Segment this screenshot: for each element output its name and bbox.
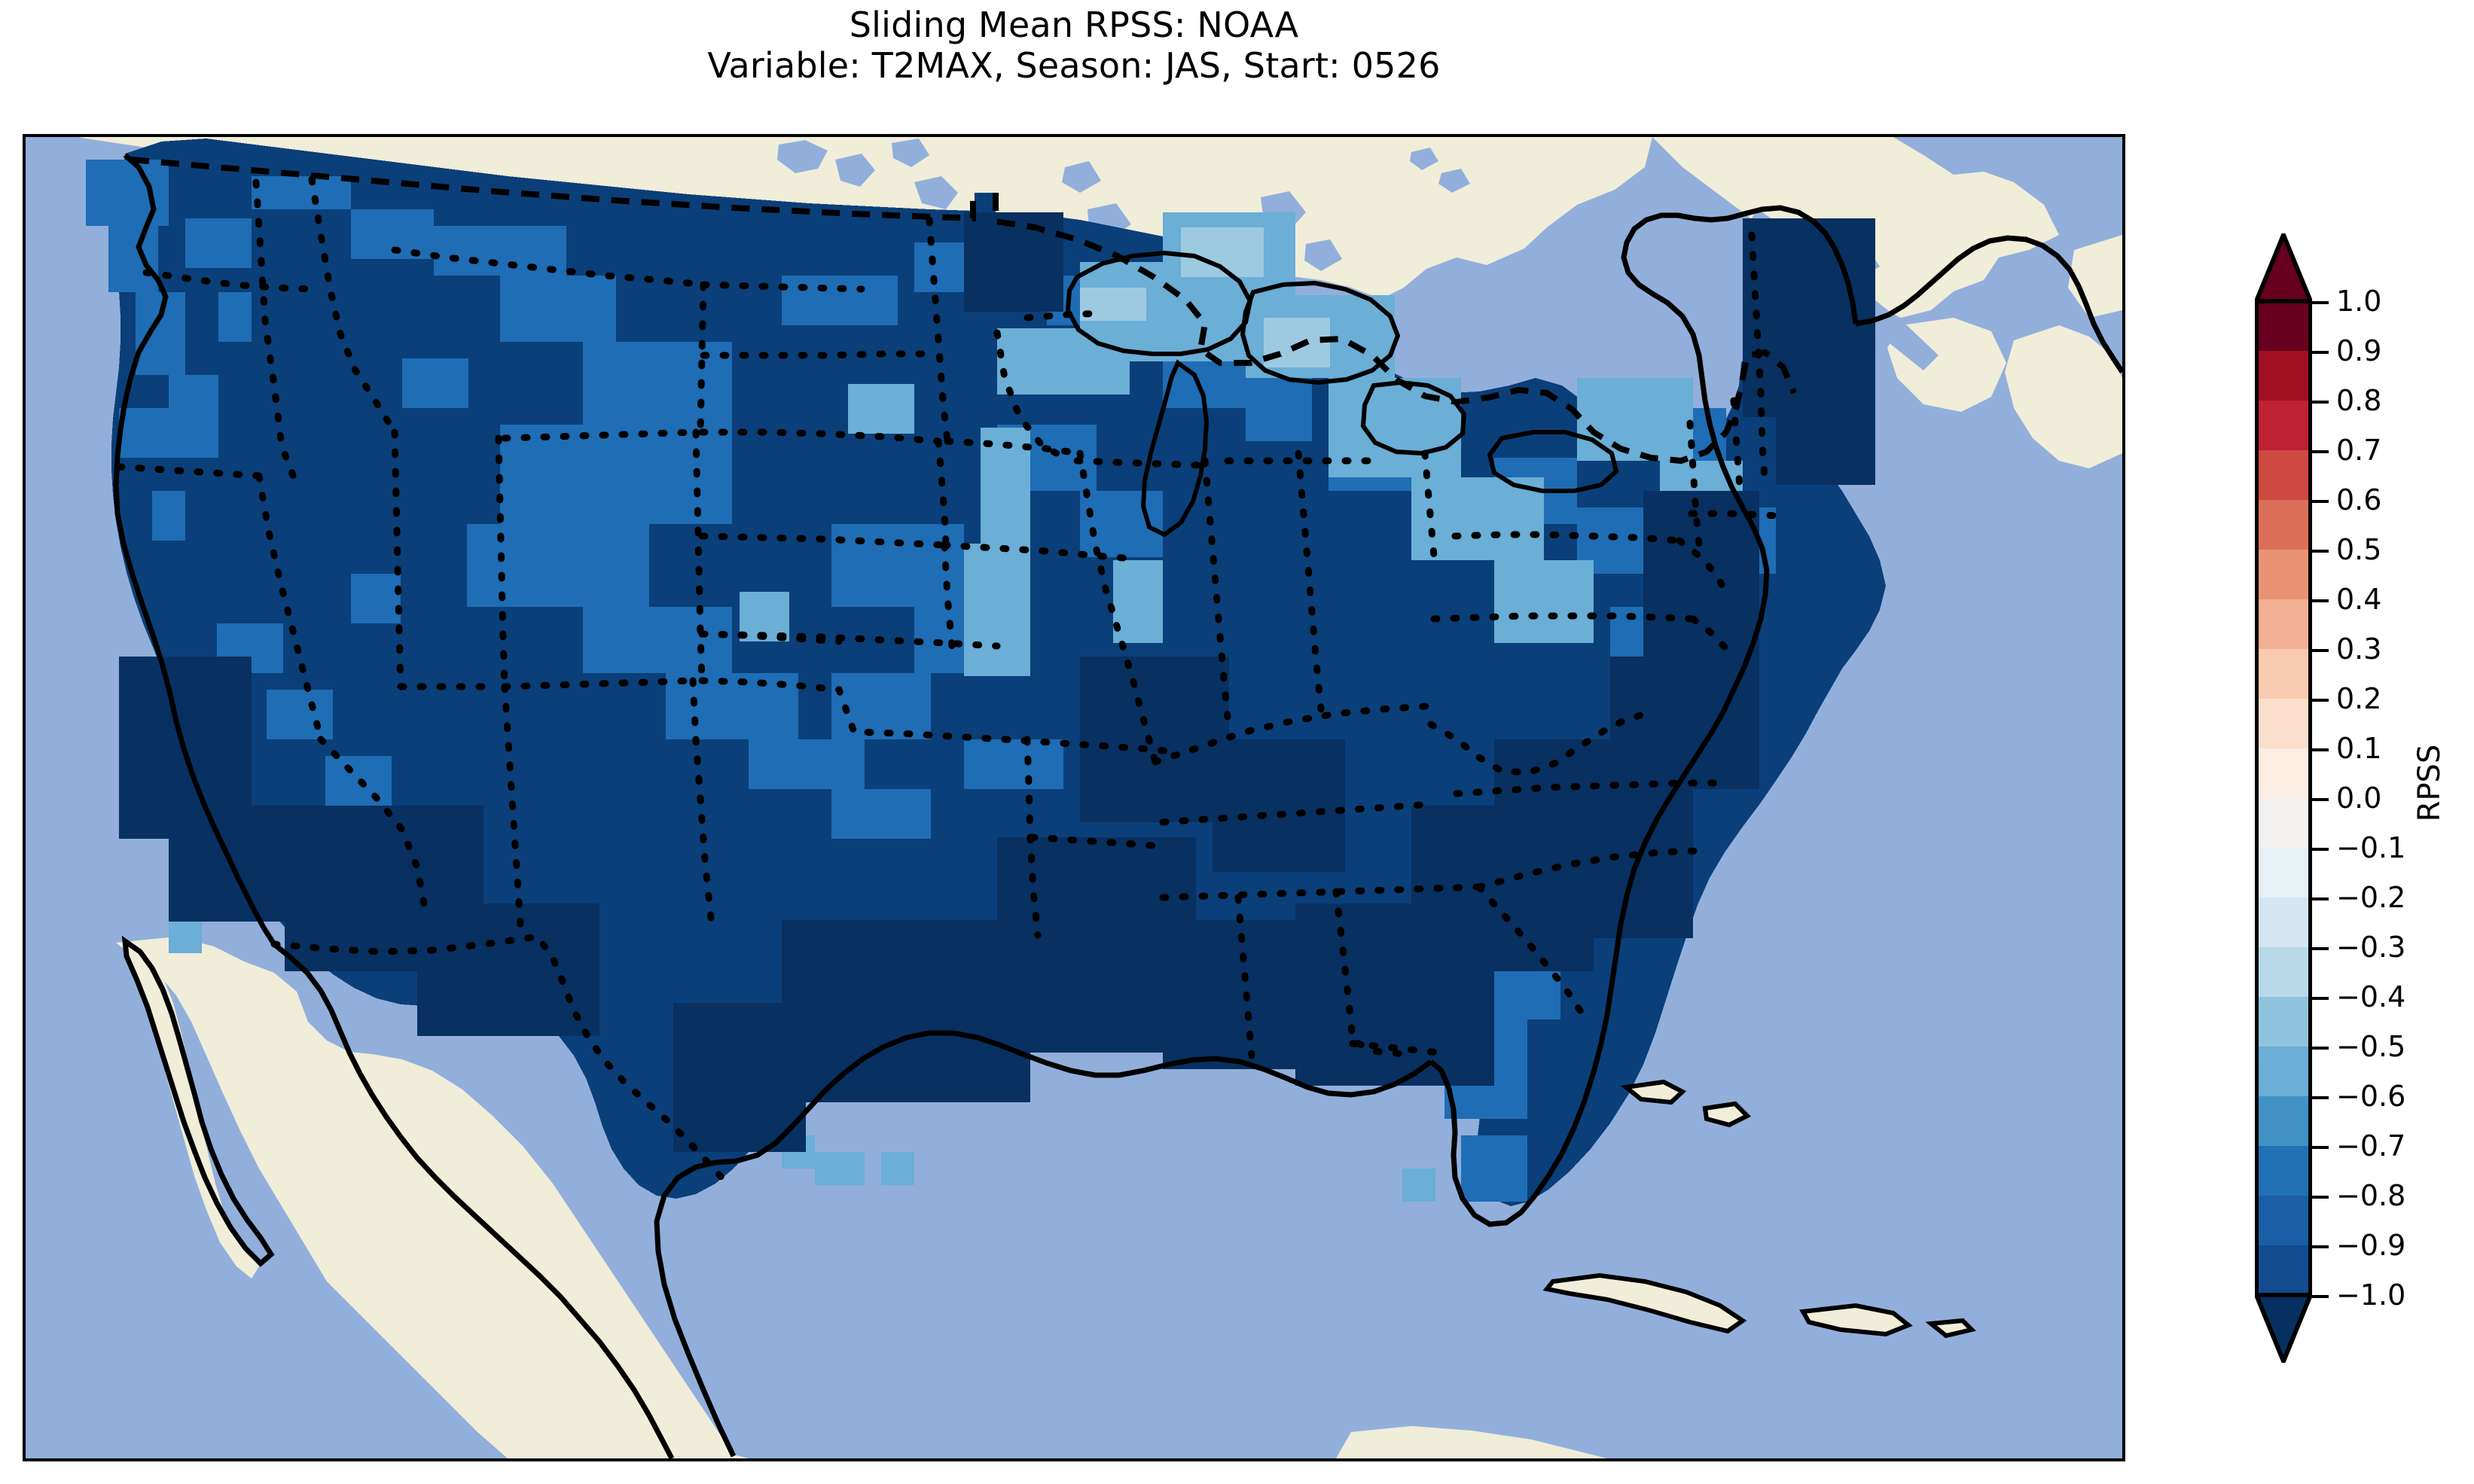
colorbar-band-19 xyxy=(2256,1245,2311,1296)
colorbar-band-16 xyxy=(2256,1096,2311,1147)
colorbar-tick-mark xyxy=(2312,1096,2329,1099)
colorbar-band-13 xyxy=(2256,947,2311,998)
great-lakes-outline xyxy=(1065,250,1619,538)
colorbar-tick-label: −0.9 xyxy=(2336,1229,2406,1262)
state-borders xyxy=(115,175,1792,1059)
colorbar-axis-label: RPSS xyxy=(2412,744,2447,822)
colorbar-tick-label: −0.6 xyxy=(2336,1080,2406,1113)
colorbar-tick-mark xyxy=(2312,947,2329,950)
colorbar-ticks: 1.0 0.9 0.8 0.7 0.6 0.5 0.4 0.3 0.2 0.1 0.0 −0.1 −0.… xyxy=(2312,233,2470,1363)
coastline-florida xyxy=(1429,666,1747,1227)
colorbar-tick-label: −0.4 xyxy=(2336,980,2406,1013)
colorbar-tick-label: 0.1 xyxy=(2336,732,2382,765)
colorbar-tick-mark xyxy=(2312,401,2329,404)
colorbar-tick-label: −0.1 xyxy=(2336,831,2406,864)
colorbar-tick-label: 0.2 xyxy=(2336,682,2382,715)
coastline-mexico xyxy=(272,942,675,1458)
colorbar-tick-label: 0.4 xyxy=(2336,583,2382,616)
colorbar-tick-label: −0.7 xyxy=(2336,1129,2406,1163)
colorbar-band-17 xyxy=(2256,1146,2311,1196)
colorbar-band-14 xyxy=(2256,997,2311,1047)
colorbar[interactable]: 1.0 0.9 0.8 0.7 0.6 0.5 0.4 0.3 0.2 0.1 0.0 −0.1 −0.… xyxy=(2255,233,2405,1363)
baja-california-land xyxy=(124,941,259,1278)
map-canvas xyxy=(26,137,2122,1458)
colorbar-tick-label: −0.5 xyxy=(2336,1030,2406,1063)
colorbar-tick-label: 0.0 xyxy=(2336,782,2382,815)
colorbar-band-4 xyxy=(2256,500,2311,550)
colorbar-tick-mark xyxy=(2312,699,2329,702)
coastline-pacific xyxy=(113,153,276,946)
colorbar-tick-mark xyxy=(2312,599,2329,602)
colorbar-tick-label: 0.8 xyxy=(2336,384,2382,417)
colorbar-tick-mark xyxy=(2312,500,2329,503)
colorbar-tick-label: −0.3 xyxy=(2336,931,2406,964)
colorbar-axis-label-wrap: RPSS xyxy=(2407,0,2452,1484)
colorbar-band-18 xyxy=(2256,1196,2311,1246)
colorbar-tick-mark xyxy=(2312,450,2329,453)
title-line-1: Sliding Mean RPSS: NOAA xyxy=(849,5,1299,45)
colorbar-band-1 xyxy=(2256,351,2311,401)
colorbar-band-15 xyxy=(2256,1047,2311,1097)
map-borders xyxy=(113,153,2122,1458)
colorbar-tick-mark xyxy=(2312,649,2329,652)
colorbar-band-2 xyxy=(2256,401,2311,451)
colorbar-tick-mark xyxy=(2312,748,2329,751)
caribbean-outlines xyxy=(1542,1079,1976,1339)
colorbar-tick-mark xyxy=(2312,301,2329,304)
colorbar-tick-label: 0.3 xyxy=(2336,632,2382,666)
map-panel[interactable] xyxy=(23,134,2125,1461)
coastline-baja xyxy=(121,935,275,1267)
colorbar-tick-label: 1.0 xyxy=(2336,285,2382,318)
central-america-land xyxy=(1336,1426,1607,1458)
colorbar-extend-top xyxy=(2255,233,2312,303)
colorbar-tick-mark xyxy=(2312,897,2329,900)
colorbar-band-3 xyxy=(2256,450,2311,501)
us-canada-border xyxy=(130,157,1797,465)
colorbar-tick-mark xyxy=(2312,1146,2329,1149)
colorbar-band-6 xyxy=(2256,599,2311,650)
colorbar-tick-label: −0.2 xyxy=(2336,881,2406,914)
colorbar-band-5 xyxy=(2256,550,2311,600)
colorbar-tick-mark xyxy=(2312,1196,2329,1199)
colorbar-gradient xyxy=(2255,233,2312,1363)
title-line-2: Variable: T2MAX, Season: JAS, Start: 052… xyxy=(707,45,1441,86)
cuba-land xyxy=(1547,1275,1743,1331)
colorbar-tick-label: 0.7 xyxy=(2336,434,2382,467)
coastline-gulf xyxy=(654,1030,1433,1458)
coastline-atlantic xyxy=(1621,205,1859,669)
colorbar-outline xyxy=(2255,299,2312,1297)
colorbar-band-9 xyxy=(2256,748,2311,799)
colorbar-tick-label: 0.6 xyxy=(2336,483,2382,517)
colorbar-tick-mark xyxy=(2312,798,2329,801)
colorbar-tick-mark xyxy=(2312,351,2329,354)
chart-title-block: Sliding Mean RPSS: NOAA Variable: T2MAX,… xyxy=(0,5,2148,86)
rpss-deep-patches xyxy=(119,212,1875,1152)
colorbar-tick-label: 0.5 xyxy=(2336,533,2382,566)
colorbar-band-10 xyxy=(2256,798,2311,849)
colorbar-tick-label: 0.9 xyxy=(2336,334,2382,367)
colorbar-band-11 xyxy=(2256,848,2311,898)
colorbar-tick-mark xyxy=(2312,1047,2329,1050)
colorbar-band-8 xyxy=(2256,699,2311,749)
colorbar-band-12 xyxy=(2256,897,2311,948)
nova-scotia-land xyxy=(2005,325,2122,468)
colorbar-tick-label: −1.0 xyxy=(2336,1278,2406,1312)
colorbar-tick-mark xyxy=(2312,997,2329,1000)
colorbar-tick-label: −0.8 xyxy=(2336,1179,2406,1212)
us-mexico-border xyxy=(270,933,730,1186)
colorbar-band-0 xyxy=(2256,301,2311,352)
colorbar-tick-mark xyxy=(2312,848,2329,851)
colorbar-extend-bottom xyxy=(2255,1293,2312,1363)
colorbar-tick-mark xyxy=(2312,1295,2329,1298)
colorbar-band-7 xyxy=(2256,649,2311,699)
colorbar-tick-mark xyxy=(2312,1245,2329,1248)
coastline-canada xyxy=(1855,235,2122,373)
colorbar-tick-mark xyxy=(2312,550,2329,553)
